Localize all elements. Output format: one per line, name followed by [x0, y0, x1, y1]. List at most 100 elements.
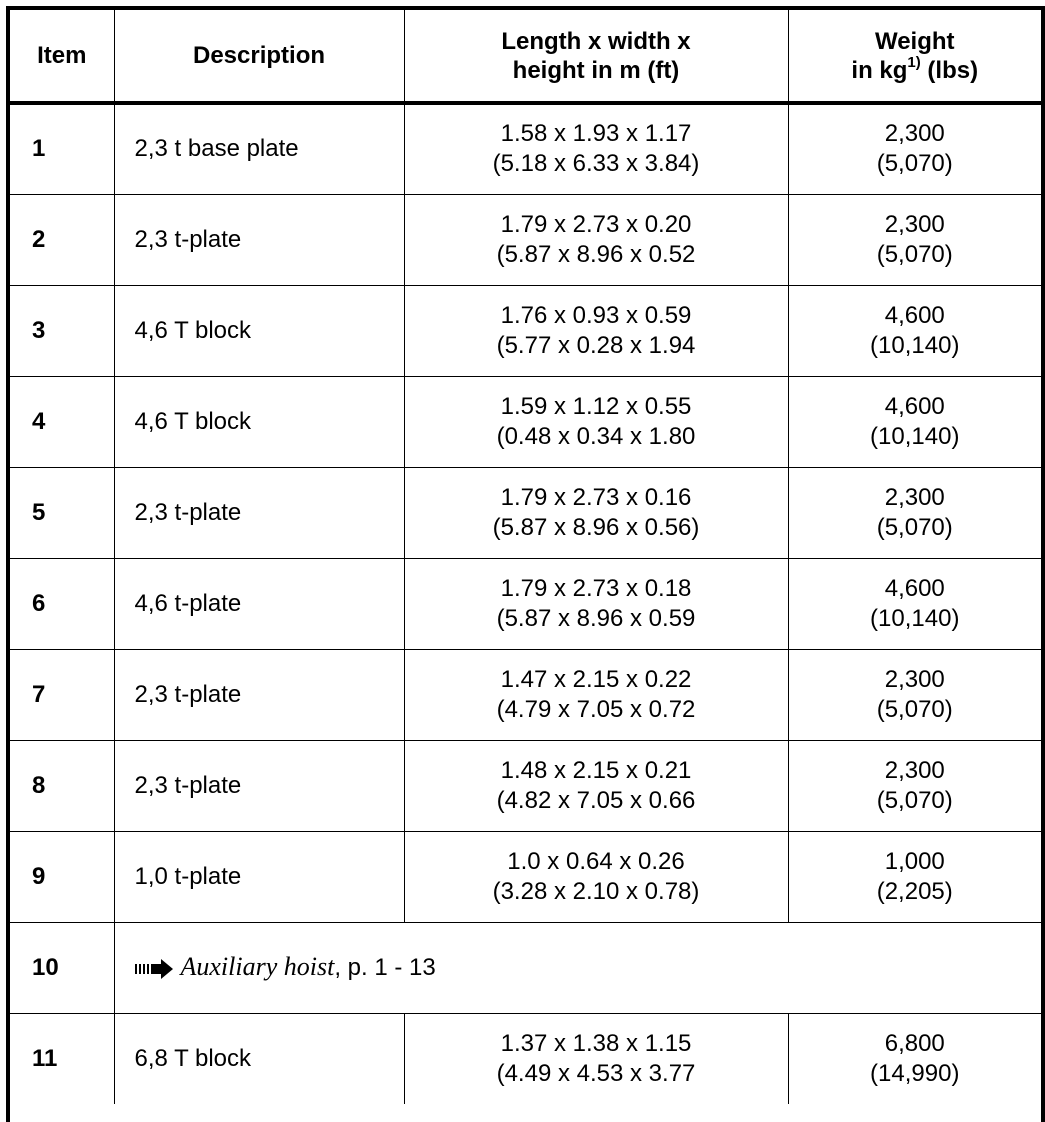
- table-row: 5 2,3 t-plate 1.79 x 2.73 x 0.16 (5.87 x 8.…: [10, 466, 1041, 559]
- weight-kg: 2,300: [884, 483, 945, 511]
- cell-weight: 1,000 (2,205): [787, 830, 1041, 923]
- weight-lbs: (5,070): [876, 786, 953, 814]
- cell-weight: 4,600 (10,140): [787, 284, 1041, 377]
- cell-description: 4,6 T block: [113, 284, 405, 377]
- cell-weight: 4,600 (10,140): [787, 557, 1041, 650]
- header-dimensions: Length x width x height in m (ft): [403, 10, 789, 105]
- dimensions-imperial: (4.82 x 7.05 x 0.66: [496, 786, 696, 814]
- dimensions-imperial: (5.18 x 6.33 x 3.84): [492, 150, 700, 178]
- dimensions-imperial: (4.49 x 4.53 x 3.77: [496, 1059, 696, 1087]
- weight-lbs: (14,990): [870, 1059, 960, 1087]
- header-description: Description: [113, 10, 405, 105]
- cell-item: 3: [10, 284, 115, 377]
- dimensions-imperial: (3.28 x 2.10 x 0.78): [492, 877, 700, 905]
- table-row: 6 4,6 t-plate 1.79 x 2.73 x 0.18 (5.87 x 8.…: [10, 557, 1041, 650]
- dimensions-metric: 1.79 x 2.73 x 0.20: [500, 210, 692, 238]
- cell-dimensions: 1.58 x 1.93 x 1.17 (5.18 x 6.33 x 3.84): [403, 103, 789, 195]
- weight-lbs: (2,205): [876, 877, 953, 905]
- cell-dimensions: 1.47 x 2.15 x 0.22 (4.79 x 7.05 x 0.72: [403, 648, 789, 741]
- cell-description: 6,8 T block: [113, 1012, 405, 1104]
- cell-weight: 2,300 (5,070): [787, 103, 1041, 195]
- weight-lbs: (10,140): [870, 422, 960, 450]
- cell-dimensions: 1.79 x 2.73 x 0.16 (5.87 x 8.96 x 0.56): [403, 466, 789, 559]
- weight-kg: 6,800: [884, 1029, 945, 1057]
- cell-item: 11: [10, 1012, 115, 1104]
- cell-description: 2,3 t-plate: [113, 648, 405, 741]
- table-row: 3 4,6 T block 1.76 x 0.93 x 0.59 (5.77 x 0.…: [10, 284, 1041, 377]
- dimensions-imperial: (5.87 x 8.96 x 0.59: [496, 604, 696, 632]
- dimensions-metric: 1.76 x 0.93 x 0.59: [500, 301, 692, 329]
- table-row: 9 1,0 t-plate 1.0 x 0.64 x 0.26 (3.28 x 2.1…: [10, 830, 1041, 923]
- cell-weight: 2,300 (5,070): [787, 739, 1041, 832]
- header-weight-lbs: (lbs): [920, 56, 979, 84]
- cell-dimensions: 1.48 x 2.15 x 0.21 (4.82 x 7.05 x 0.66: [403, 739, 789, 832]
- dimensions-metric: 1.79 x 2.73 x 0.18: [500, 574, 692, 602]
- cell-description: 1,0 t-plate: [113, 830, 405, 923]
- table-frame: Item Description Length x width x height…: [6, 6, 1045, 1122]
- table-row: 1 2,3 t base plate 1.58 x 1.93 x 1.17 (5.18…: [10, 103, 1041, 195]
- dimensions-imperial: (5.87 x 8.96 x 0.52: [496, 240, 696, 268]
- dimensions-metric: 1.79 x 2.73 x 0.16: [500, 483, 692, 511]
- footnote-marker: 1): [907, 53, 921, 71]
- cell-dimensions: 1.59 x 1.12 x 0.55 (0.48 x 0.34 x 1.80: [403, 375, 789, 468]
- weight-lbs: (5,070): [876, 150, 953, 178]
- weight-lbs: (10,140): [870, 604, 960, 632]
- cell-description: 4,6 T block: [113, 375, 405, 468]
- cell-dimensions: 1.0 x 0.64 x 0.26 (3.28 x 2.10 x 0.78): [403, 830, 789, 923]
- weight-kg: 1,000: [884, 847, 945, 875]
- cell-description: 4,6 t-plate: [113, 557, 405, 650]
- table-row: 8 2,3 t-plate 1.48 x 2.15 x 0.21 (4.82 x 7.…: [10, 739, 1041, 832]
- weight-lbs: (5,070): [876, 695, 953, 723]
- header-weight-line2: in kg1) (lbs): [789, 53, 1042, 85]
- header-weight-kg: in kg: [851, 56, 908, 84]
- dimensions-metric: 1.59 x 1.12 x 0.55: [500, 392, 692, 420]
- cell-item: 1: [10, 103, 115, 195]
- cell-item: 8: [10, 739, 115, 832]
- cell-dimensions: 1.79 x 2.73 x 0.18 (5.87 x 8.96 x 0.59: [403, 557, 789, 650]
- header-item: Item: [10, 10, 115, 105]
- dimensions-imperial: (4.79 x 7.05 x 0.72: [496, 695, 696, 723]
- cell-description: 2,3 t base plate: [113, 103, 405, 195]
- cell-item: 6: [10, 557, 115, 650]
- dimensions-metric: 1.37 x 1.38 x 1.15: [500, 1029, 692, 1057]
- cell-item: 9: [10, 830, 115, 923]
- table-row-reference: 10 Auxiliary hoist, p. 1 - 13: [10, 921, 1041, 1014]
- cell-weight: 2,300 (5,070): [787, 193, 1041, 286]
- reference-link[interactable]: Auxiliary hoist: [180, 952, 335, 981]
- header-weight: Weight in kg1) (lbs): [787, 10, 1042, 105]
- cell-dimensions: 1.37 x 1.38 x 1.15 (4.49 x 4.53 x 3.77: [403, 1012, 789, 1104]
- cell-item: 2: [10, 193, 115, 286]
- cell-weight: 2,300 (5,070): [787, 648, 1041, 741]
- cell-item: 7: [10, 648, 115, 741]
- dimensions-imperial: (5.77 x 0.28 x 1.94: [496, 331, 696, 359]
- weight-kg: 2,300: [884, 665, 945, 693]
- cell-weight: 4,600 (10,140): [787, 375, 1041, 468]
- cell-dimensions: 1.76 x 0.93 x 0.59 (5.77 x 0.28 x 1.94: [403, 284, 789, 377]
- cell-weight: 2,300 (5,070): [787, 466, 1041, 559]
- header-dimensions-line2: height in m (ft): [512, 56, 680, 84]
- dimensions-metric: 1.47 x 2.15 x 0.22: [500, 665, 692, 693]
- cell-description: 2,3 t-plate: [113, 466, 405, 559]
- dimensions-metric: 1.0 x 0.64 x 0.26: [507, 847, 685, 875]
- reference-page: , p. 1 - 13: [334, 954, 436, 981]
- table-row: 2 2,3 t-plate 1.79 x 2.73 x 0.20 (5.87 x 8.…: [10, 193, 1041, 286]
- table-row: 4 4,6 T block 1.59 x 1.12 x 0.55 (0.48 x 0.…: [10, 375, 1041, 468]
- header-dimensions-line1: Length x width x: [501, 27, 691, 55]
- cell-weight: 6,800 (14,990): [787, 1012, 1041, 1104]
- weight-lbs: (5,070): [876, 513, 953, 541]
- cell-description: 2,3 t-plate: [113, 193, 405, 286]
- weight-kg: 2,300: [884, 756, 945, 784]
- cell-reference: Auxiliary hoist, p. 1 - 13: [113, 921, 1041, 1014]
- table-right-border: [1041, 6, 1045, 1122]
- cell-dimensions: 1.79 x 2.73 x 0.20 (5.87 x 8.96 x 0.52: [403, 193, 789, 286]
- dimensions-metric: 1.48 x 2.15 x 0.21: [500, 756, 692, 784]
- table-row: 7 2,3 t-plate 1.47 x 2.15 x 0.22 (4.79 x 7.…: [10, 648, 1041, 741]
- weight-kg: 2,300: [884, 210, 945, 238]
- weight-lbs: (5,070): [876, 240, 953, 268]
- component-weights-table: Item Description Length x width x height…: [10, 10, 1041, 1104]
- cell-description: 2,3 t-plate: [113, 739, 405, 832]
- header-weight-line1: Weight: [874, 27, 955, 55]
- weight-kg: 4,600: [884, 392, 945, 420]
- header-row: Item Description Length x width x height…: [10, 10, 1042, 105]
- arrow-right-icon: [134, 958, 173, 979]
